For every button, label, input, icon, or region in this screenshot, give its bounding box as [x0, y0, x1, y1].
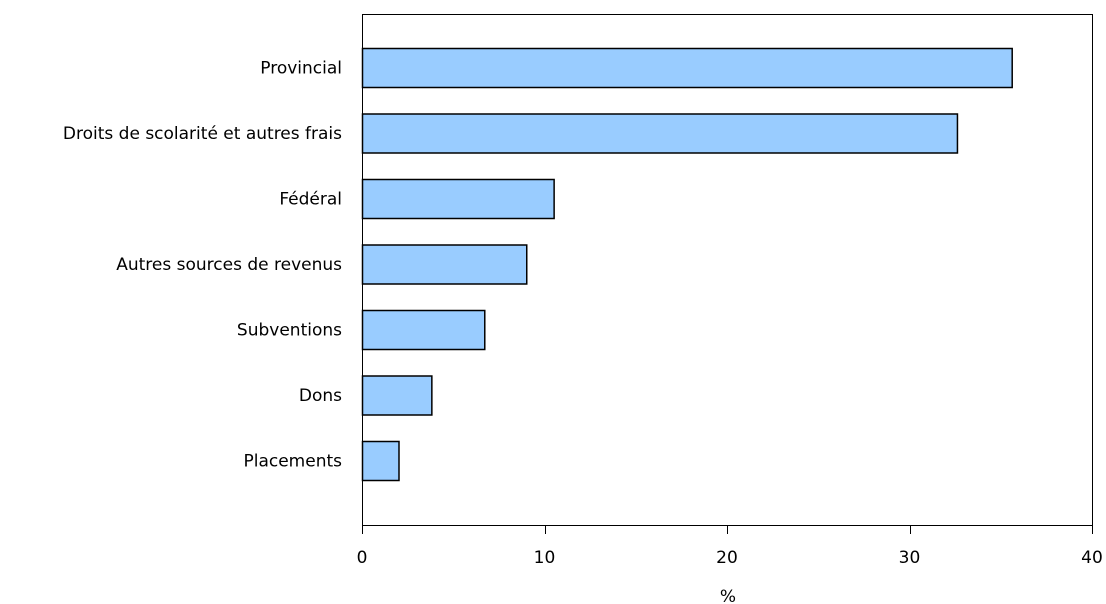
bar-federal — [361, 178, 555, 220]
x-axis-ticks: 0 10 20 30 40 — [357, 525, 1103, 568]
bars — [361, 47, 1013, 482]
category-label-droits-de-scolarite-et-autres-frais: Droits de scolarité et autres frais — [63, 124, 342, 144]
bar-dons — [361, 375, 433, 416]
category-label-placements: Placements — [243, 452, 342, 472]
category-label-federal: Fédéral — [279, 190, 342, 210]
x-tick-label-10: 10 — [534, 548, 556, 568]
bar-autres-sources-de-revenus — [361, 244, 528, 285]
x-tick-label-0: 0 — [357, 548, 368, 568]
bar-subventions — [361, 309, 486, 351]
x-tick-label-40: 40 — [1081, 548, 1103, 568]
x-axis-title: % — [720, 587, 736, 604]
x-tick-label-20: 20 — [716, 548, 738, 568]
category-labels: Provincial Droits de scolarité et autres … — [63, 59, 342, 472]
category-label-provincial: Provincial — [260, 59, 342, 79]
category-label-dons: Dons — [299, 386, 342, 406]
category-label-subventions: Subventions — [237, 321, 342, 341]
x-tick-label-30: 30 — [899, 548, 921, 568]
bar-provincial — [361, 47, 1013, 89]
bar-placements — [361, 440, 400, 482]
bar-droits-de-scolarite-et-autres-frais — [361, 113, 959, 154]
category-label-autres-sources-de-revenus: Autres sources de revenus — [116, 255, 342, 275]
